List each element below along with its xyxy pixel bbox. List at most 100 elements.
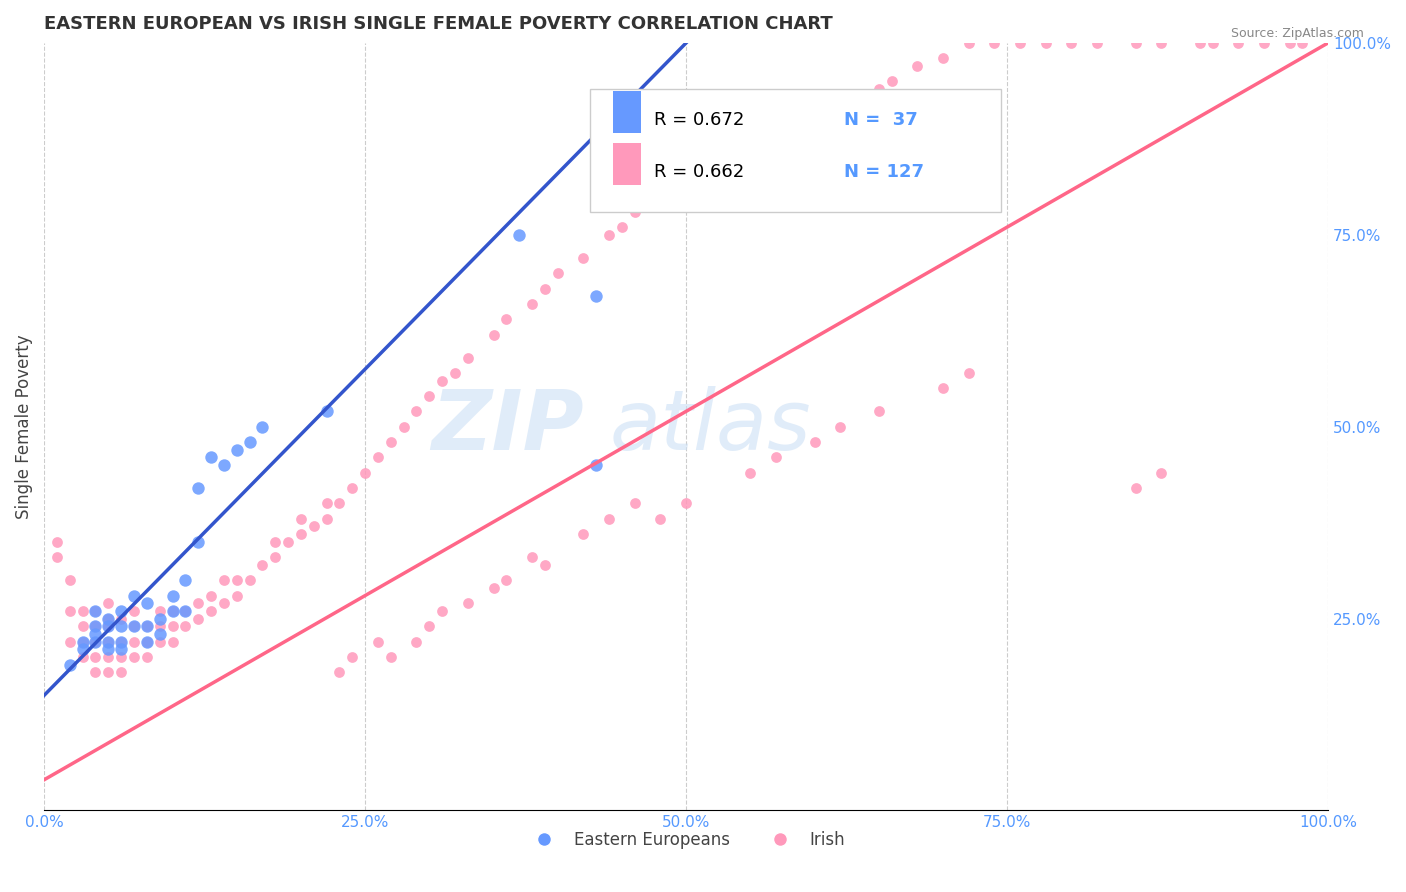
- Point: [97, 650, 120, 665]
- Point: [84, 634, 107, 648]
- Point: [252, 419, 274, 434]
- Point: [418, 619, 440, 633]
- Point: [354, 466, 377, 480]
- Point: [392, 419, 415, 434]
- Point: [122, 589, 145, 603]
- Point: [97, 596, 120, 610]
- Point: [187, 534, 209, 549]
- Point: [418, 389, 440, 403]
- Point: [1035, 36, 1057, 50]
- Point: [46, 534, 69, 549]
- Point: [84, 619, 107, 633]
- Point: [495, 573, 517, 587]
- Y-axis label: Single Female Poverty: Single Female Poverty: [15, 334, 32, 519]
- Point: [1085, 36, 1108, 50]
- Point: [315, 512, 337, 526]
- Point: [174, 604, 197, 618]
- Point: [122, 619, 145, 633]
- Point: [342, 650, 364, 665]
- Point: [367, 450, 389, 465]
- Point: [868, 404, 890, 418]
- Point: [72, 634, 94, 648]
- Point: [200, 604, 222, 618]
- FancyBboxPatch shape: [591, 89, 1001, 211]
- Point: [650, 189, 672, 203]
- Point: [110, 665, 132, 680]
- Point: [174, 604, 197, 618]
- Point: [1125, 481, 1147, 495]
- Point: [457, 596, 479, 610]
- Point: [957, 36, 980, 50]
- Point: [84, 665, 107, 680]
- Point: [187, 481, 209, 495]
- Point: [135, 619, 157, 633]
- Point: [598, 227, 620, 242]
- Point: [380, 435, 402, 450]
- Point: [212, 596, 235, 610]
- Point: [264, 534, 287, 549]
- Point: [59, 604, 82, 618]
- Point: [1150, 36, 1173, 50]
- Point: [97, 619, 120, 633]
- Text: N =  37: N = 37: [844, 111, 918, 128]
- Point: [110, 650, 132, 665]
- Point: [932, 381, 955, 395]
- Point: [212, 458, 235, 472]
- Point: [1201, 36, 1223, 50]
- Point: [650, 512, 672, 526]
- Point: [1150, 466, 1173, 480]
- Point: [430, 604, 453, 618]
- Point: [252, 558, 274, 572]
- Point: [405, 404, 427, 418]
- Point: [162, 589, 184, 603]
- Point: [110, 604, 132, 618]
- Point: [572, 251, 595, 265]
- Point: [225, 589, 247, 603]
- Point: [72, 619, 94, 633]
- Point: [72, 634, 94, 648]
- Point: [1060, 36, 1083, 50]
- Point: [149, 634, 172, 648]
- Point: [122, 650, 145, 665]
- Point: [174, 573, 197, 587]
- Text: Source: ZipAtlas.com: Source: ZipAtlas.com: [1230, 27, 1364, 40]
- Point: [342, 481, 364, 495]
- Text: R = 0.662: R = 0.662: [654, 163, 744, 181]
- Point: [1188, 36, 1211, 50]
- Point: [97, 611, 120, 625]
- Point: [84, 619, 107, 633]
- Point: [97, 665, 120, 680]
- Point: [765, 450, 787, 465]
- Point: [675, 496, 697, 510]
- Point: [135, 619, 157, 633]
- Text: ZIP: ZIP: [430, 386, 583, 467]
- Point: [328, 665, 350, 680]
- Point: [84, 627, 107, 641]
- Point: [457, 351, 479, 365]
- Point: [110, 634, 132, 648]
- Point: [740, 136, 762, 150]
- Point: [97, 611, 120, 625]
- Point: [1278, 36, 1301, 50]
- Point: [315, 404, 337, 418]
- Point: [135, 596, 157, 610]
- Point: [623, 496, 645, 510]
- Point: [328, 496, 350, 510]
- Point: [623, 204, 645, 219]
- Point: [1253, 36, 1275, 50]
- FancyBboxPatch shape: [613, 143, 641, 185]
- Point: [547, 266, 569, 280]
- Point: [1008, 36, 1031, 50]
- Point: [149, 604, 172, 618]
- Point: [1291, 36, 1313, 50]
- Text: EASTERN EUROPEAN VS IRISH SINGLE FEMALE POVERTY CORRELATION CHART: EASTERN EUROPEAN VS IRISH SINGLE FEMALE …: [44, 15, 832, 33]
- Point: [84, 634, 107, 648]
- Point: [149, 619, 172, 633]
- Legend: Eastern Europeans, Irish: Eastern Europeans, Irish: [520, 824, 852, 856]
- Point: [46, 550, 69, 565]
- Point: [264, 550, 287, 565]
- Point: [187, 611, 209, 625]
- Point: [277, 534, 299, 549]
- Point: [97, 642, 120, 657]
- Point: [72, 650, 94, 665]
